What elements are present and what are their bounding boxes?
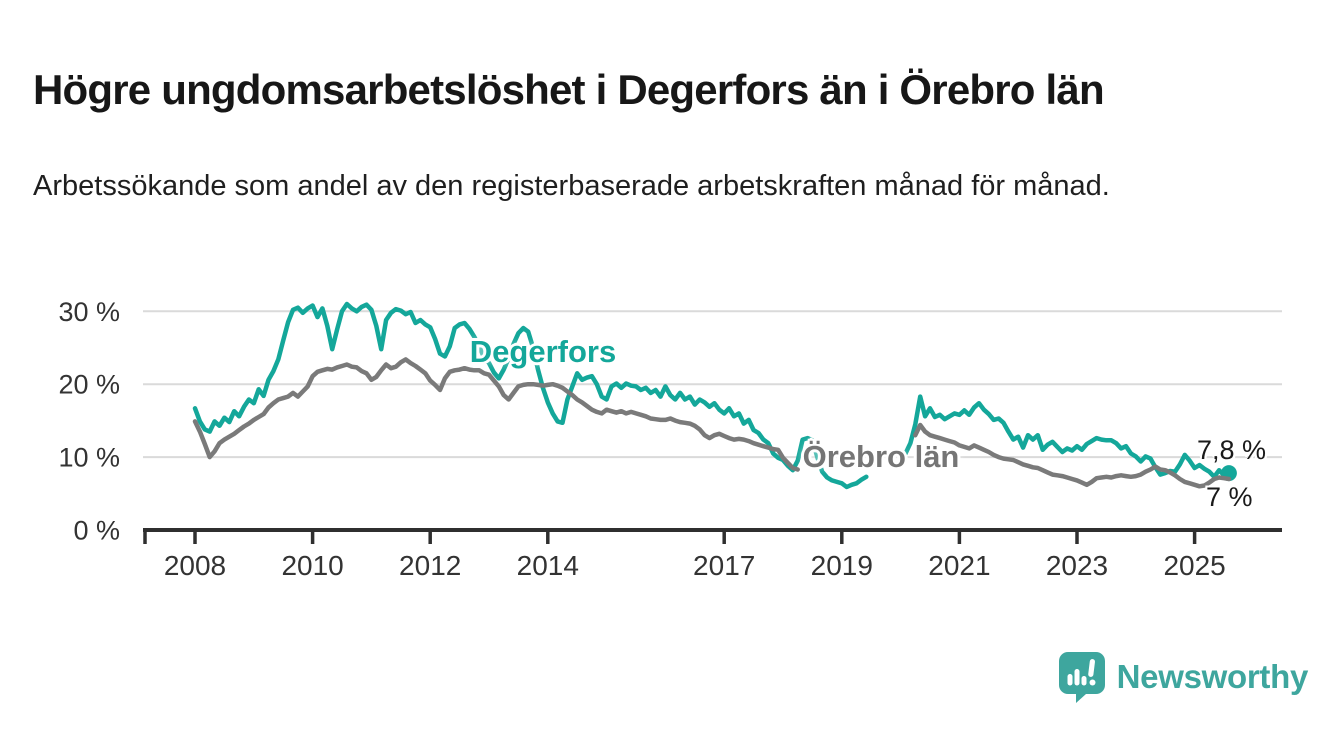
- x-tick-label: 2025: [1163, 550, 1225, 581]
- bar-icon-1: [1067, 674, 1073, 686]
- bar-icon-3: [1081, 676, 1087, 686]
- y-tick-label: 30 %: [58, 297, 120, 327]
- page-title: Högre ungdomsarbetslöshet i Degerfors än…: [33, 66, 1105, 114]
- end-value-label-orebro-lan: 7 %: [1206, 482, 1253, 512]
- x-tick-label: 2012: [399, 550, 461, 581]
- x-tick-label: 2021: [928, 550, 990, 581]
- series-line--rebro-l-n: [192, 357, 1232, 489]
- x-tick-label: 2017: [693, 550, 755, 581]
- x-tick-label: 2019: [811, 550, 873, 581]
- y-tick-label: 0 %: [73, 516, 120, 546]
- newsworthy-bubble-icon: [1058, 652, 1105, 703]
- newsworthy-logo-text: Newsworthy: [1116, 658, 1309, 695]
- newsworthy-logo: Newsworthy: [1058, 651, 1308, 703]
- line-chart: 0 % 10 % 20 % 30 % 2008 2010 2012 2014 2017 2019 2…: [58, 297, 1282, 581]
- x-tick-label: 2014: [517, 550, 579, 581]
- y-tick-label: 10 %: [58, 443, 120, 473]
- y-tick-label: 20 %: [58, 370, 120, 400]
- exclamation-stroke-icon: [1087, 659, 1095, 677]
- series-label-degerfors: Degerfors: [469, 334, 617, 369]
- series-label-orebro-lan: Örebro län: [802, 439, 960, 474]
- x-tick-label: 2023: [1046, 550, 1108, 581]
- series-line-degerfors: [192, 301, 1232, 490]
- x-tick-label: 2010: [281, 550, 343, 581]
- bar-icon-2: [1074, 669, 1080, 686]
- end-value-label-degerfors: 7,8 %: [1197, 435, 1267, 465]
- exclamation-dot-icon: [1089, 679, 1096, 686]
- x-tick-label: 2008: [164, 550, 226, 581]
- page-subtitle: Arbetssökande som andel av den registerb…: [33, 170, 1110, 202]
